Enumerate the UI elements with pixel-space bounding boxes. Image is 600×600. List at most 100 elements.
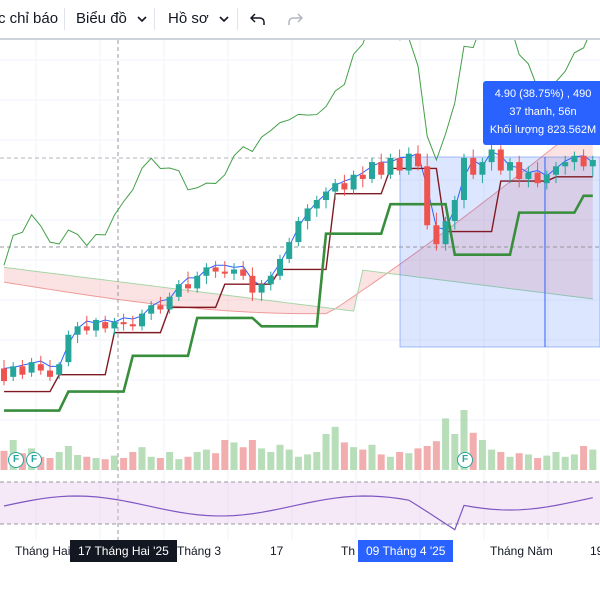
footer-space (0, 564, 600, 600)
measure-tooltip: 4.90 (38.75%) , 490 37 thanh, 56n Khối l… (483, 81, 600, 145)
candle-body (497, 149, 504, 171)
candle-body (341, 183, 348, 190)
candle-body (37, 364, 44, 371)
candle-body (516, 162, 523, 179)
candle-body (277, 258, 283, 276)
candle-body (83, 326, 90, 331)
volume-bar (147, 456, 155, 470)
chart-type-dropdown[interactable]: Biểu đồ (76, 9, 147, 29)
candle-body (562, 162, 569, 167)
candle-body (157, 305, 164, 310)
candle-body (148, 305, 155, 314)
volume-bar (55, 452, 63, 470)
candle-body (451, 200, 458, 222)
volume-bar (451, 434, 459, 470)
candle-body (28, 362, 35, 373)
kijun-line (4, 167, 593, 393)
candle-body (553, 166, 559, 175)
candle-body (323, 191, 329, 200)
candle-body (488, 149, 495, 163)
volume-bar (276, 444, 284, 470)
undo-icon[interactable] (250, 12, 266, 26)
chart-type-label: Biểu đồ (76, 10, 127, 27)
measure-bars: 37 thanh, 56n (509, 106, 577, 118)
volume-bar (377, 454, 385, 470)
volume-bar (340, 442, 348, 470)
volume-bar (92, 458, 100, 470)
senkou-span-b (3, 266, 593, 312)
time-axis[interactable]: Tháng Hai 17 Tháng Hai '25 Tháng 3 17 Th… (0, 540, 600, 564)
volume-bar (331, 426, 339, 470)
candle-body (240, 269, 247, 276)
indicators-button[interactable]: c chỉ báo (0, 10, 59, 27)
volume-bar (488, 449, 496, 470)
candle-body (10, 366, 17, 377)
template-dropdown[interactable]: Hồ sơ (168, 9, 229, 29)
financials-badge[interactable]: F (26, 452, 42, 468)
chikou-span (3, 40, 588, 266)
volume-bar (248, 440, 256, 470)
candle-body (1, 368, 7, 382)
volume-bar (239, 447, 247, 470)
volume-bar (212, 453, 220, 470)
volume-bar (0, 450, 8, 470)
candle-body (221, 271, 228, 274)
volume-bar (230, 442, 238, 470)
candle-body (185, 284, 191, 289)
candle-body (93, 320, 99, 331)
measure-change: 4.90 (38.75%) , 490 (494, 88, 592, 100)
volume-bar (83, 456, 91, 470)
base-line-bold (4, 194, 593, 412)
candle-body (74, 326, 81, 335)
volume-bar (469, 432, 477, 470)
candle-body (304, 208, 311, 222)
volume-bar (184, 456, 192, 470)
candle-body (415, 153, 421, 167)
volume-bar (524, 454, 532, 470)
volume-bar (570, 454, 578, 470)
volume-bar (506, 456, 514, 470)
volume-bar (350, 447, 358, 470)
candle-body (405, 153, 412, 171)
volume-bar (580, 446, 588, 470)
volume-bar (156, 458, 164, 470)
volume-bar (322, 434, 330, 470)
redo-icon[interactable] (287, 12, 303, 26)
measure-volume: Khối lượng 823.562M (489, 124, 597, 136)
candle-body (589, 160, 596, 167)
candle-body (231, 269, 237, 274)
candle-body (175, 284, 182, 297)
rsi-line (3, 495, 593, 531)
candle-body (461, 157, 467, 200)
volume-bar (175, 459, 183, 470)
candle-body (580, 155, 587, 167)
crosshair-date-label: 17 Tháng Hai '25 (70, 540, 177, 562)
candle-body (249, 275, 256, 293)
x-tick-label: Tháng Năm (490, 544, 553, 558)
volume-bar (258, 448, 266, 470)
financials-badge[interactable]: F (457, 452, 473, 468)
volume-bar (64, 446, 72, 470)
volume-bar (285, 449, 293, 470)
volume-bar (120, 458, 128, 470)
candle-body (442, 221, 449, 245)
candle-body (433, 225, 440, 245)
toolbar-divider (64, 8, 65, 30)
volume-bar (221, 440, 229, 470)
financials-badge[interactable]: F (8, 452, 24, 468)
candle-body (350, 174, 357, 190)
candle-body (470, 157, 477, 175)
candle-body (479, 162, 486, 175)
candle-body (267, 275, 274, 285)
candle-body (203, 267, 210, 276)
volume-bar (561, 456, 569, 470)
volume-bar (534, 458, 542, 470)
candle-body (378, 162, 385, 175)
candle-body (102, 322, 109, 329)
volume-bar (101, 459, 109, 470)
candle-body (111, 322, 118, 329)
volume-bar (414, 448, 422, 470)
candle-body (295, 221, 302, 243)
x-tick-label: 17 (270, 544, 284, 558)
volume-bar (432, 441, 440, 470)
